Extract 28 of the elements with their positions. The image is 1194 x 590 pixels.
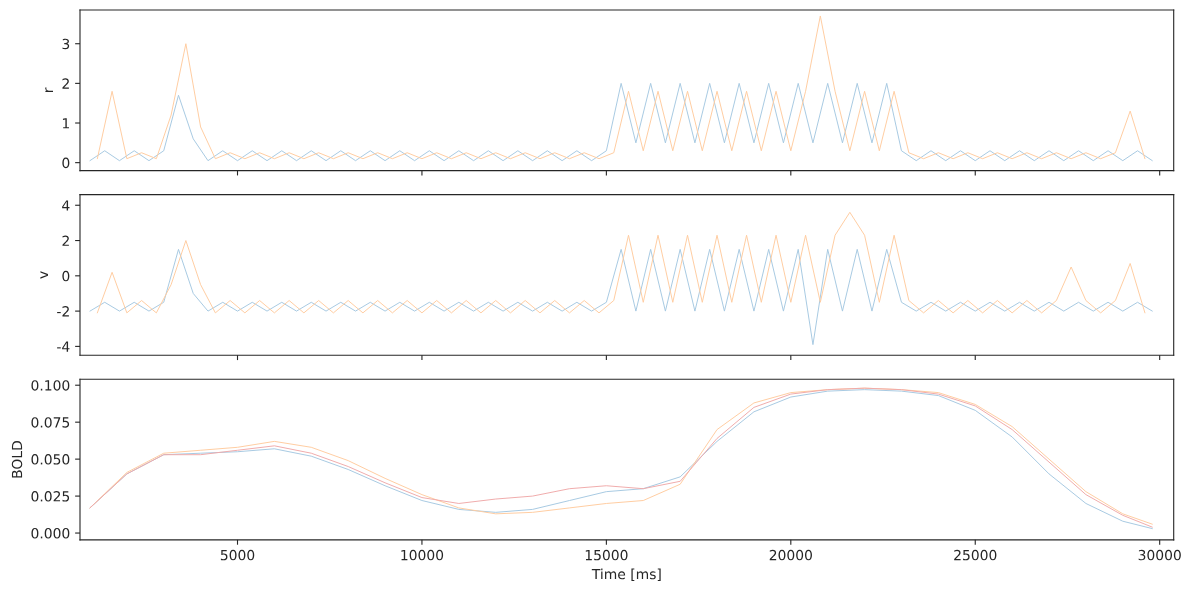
y-tick-label: 3 <box>62 38 70 50</box>
x-tick-label: 25000 <box>954 549 997 561</box>
y-axis-title: BOLD <box>11 441 23 478</box>
y-tick-label: 1 <box>62 118 69 129</box>
y-tick-label: -4 <box>57 341 70 352</box>
y-tick-label: 0.100 <box>31 380 70 391</box>
y-tick-label: 0 <box>62 157 70 169</box>
y-tick-label: 0.000 <box>31 528 70 539</box>
y-axis-title: v <box>40 271 48 279</box>
x-axis-title: Time [ms] <box>591 568 661 581</box>
x-tick-label: 30000 <box>1138 549 1181 561</box>
x-tick-label: 15000 <box>585 549 628 561</box>
x-tick-label: 10000 <box>401 549 444 561</box>
y-tick-label: 0.050 <box>31 454 70 465</box>
y-tick-label: 0.025 <box>31 491 70 502</box>
y-axis-title: r <box>45 87 53 92</box>
line-series <box>89 248 1153 346</box>
y-tick-label: 2 <box>62 78 69 89</box>
y-tick-label: 2 <box>62 235 69 246</box>
y-tick-label: 4 <box>62 200 70 211</box>
x-tick-label: 20000 <box>769 549 812 561</box>
y-tick-label: 0.075 <box>31 417 70 428</box>
line-series <box>96 15 1146 160</box>
x-tick-label: 5000 <box>220 549 255 561</box>
line-series <box>96 211 1146 314</box>
line-series <box>89 82 1153 162</box>
y-tick-label: 0 <box>62 270 70 282</box>
y-tick-label: -2 <box>57 306 69 317</box>
